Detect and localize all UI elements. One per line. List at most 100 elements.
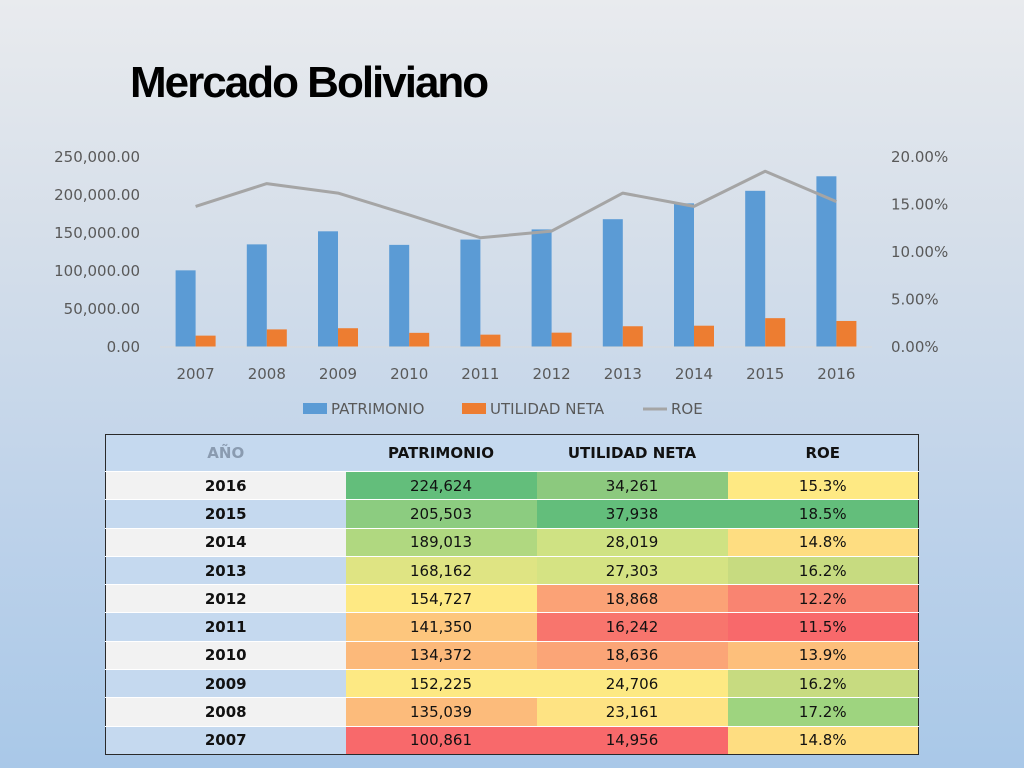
legend-swatch [462, 403, 486, 414]
data-table: AÑO PATRIMONIO UTILIDAD NETA ROE 2016 224… [105, 434, 919, 755]
cell-patrimonio: 135,039 [345, 697, 537, 727]
x-tick-label: 2011 [461, 365, 499, 383]
cell-year: 2011 [105, 612, 346, 642]
bar-utilidad-neta [622, 326, 643, 347]
table-row: 2010 134,372 18,636 13.9% [105, 640, 919, 670]
line-roe [195, 169, 837, 240]
y-right-tick-label: 0.00% [891, 338, 939, 356]
y-left-tick-label: 150,000.00 [54, 224, 140, 242]
x-tick-label: 2012 [533, 365, 571, 383]
bar-patrimonio [460, 239, 481, 347]
cell-year: 2008 [105, 697, 346, 727]
table-row: 2008 135,039 23,161 17.2% [105, 697, 919, 727]
cell-roe: 14.8% [727, 527, 919, 557]
y-left-tick-label: 0.00 [107, 338, 140, 356]
cell-utilidad: 16,242 [536, 612, 728, 642]
bar-utilidad-neta [694, 325, 714, 347]
cell-roe: 12.2% [727, 584, 919, 613]
cell-patrimonio: 134,372 [345, 640, 537, 670]
bar-utilidad-neta [836, 320, 857, 347]
cell-roe: 16.2% [727, 669, 919, 698]
y-left-tick-label: 250,000.00 [54, 148, 140, 166]
bar-patrimonio [175, 270, 196, 347]
bar-patrimonio [602, 219, 623, 347]
x-tick-label: 2009 [319, 365, 357, 383]
cell-utilidad: 27,303 [536, 555, 728, 585]
y-left-tick-label: 200,000.00 [54, 186, 140, 204]
y-left-tick-label: 50,000.00 [64, 300, 140, 318]
table-row: 2012 154,727 18,868 12.2% [105, 584, 919, 613]
bar-utilidad-neta [266, 329, 287, 347]
bar-utilidad-neta [195, 335, 216, 347]
cell-utilidad: 14,956 [536, 725, 728, 755]
x-tick-label: 2014 [675, 365, 713, 383]
bar-utilidad-neta [765, 318, 786, 347]
table-row: 2007 100,861 14,956 14.8% [105, 725, 919, 755]
col-header-year: AÑO [105, 434, 346, 472]
x-tick-label: 2008 [248, 365, 286, 383]
y-right-tick-label: 20.00% [891, 148, 948, 166]
cell-year: 2012 [105, 584, 346, 613]
cell-patrimonio: 224,624 [345, 470, 537, 500]
cell-patrimonio: 189,013 [345, 527, 537, 557]
table-row: 2013 168,162 27,303 16.2% [105, 555, 919, 585]
cell-patrimonio: 205,503 [345, 499, 537, 529]
x-tick-label: 2013 [604, 365, 642, 383]
bar-patrimonio [389, 244, 410, 347]
y-right-tick-label: 15.00% [891, 196, 948, 214]
legend-label: PATRIMONIO [331, 400, 424, 418]
cell-year: 2010 [105, 640, 346, 670]
cell-year: 2013 [105, 555, 346, 585]
cell-utilidad: 37,938 [536, 499, 728, 529]
col-header-roe: ROE [727, 434, 919, 472]
cell-patrimonio: 100,861 [345, 725, 537, 755]
cell-year: 2009 [105, 669, 346, 698]
page-title: Mercado Boliviano [130, 58, 489, 107]
cell-year: 2016 [105, 470, 346, 500]
table-row: 2016 224,624 34,261 15.3% [105, 470, 919, 500]
table-row: 2009 152,225 24,706 16.2% [105, 669, 919, 698]
cell-utilidad: 18,636 [536, 640, 728, 670]
cell-roe: 15.3% [727, 470, 919, 500]
cell-year: 2014 [105, 527, 346, 557]
x-tick-label: 2016 [817, 365, 855, 383]
cell-utilidad: 18,868 [536, 584, 728, 613]
cell-roe: 18.5% [727, 499, 919, 529]
cell-roe: 17.2% [727, 697, 919, 727]
x-tick-label: 2007 [177, 365, 215, 383]
bar-patrimonio [745, 190, 766, 347]
cell-utilidad: 28,019 [536, 527, 728, 557]
cell-patrimonio: 154,727 [345, 584, 537, 613]
cell-patrimonio: 141,350 [345, 612, 537, 642]
x-tick-label: 2010 [390, 365, 428, 383]
table-row: 2015 205,503 37,938 18.5% [105, 499, 919, 529]
cell-roe: 14.8% [727, 725, 919, 755]
combo-chart: 0.00 50,000.00 100,000.00 150,000.00 200,000… [54, 148, 948, 418]
cell-year: 2007 [105, 725, 346, 755]
legend-swatch [303, 403, 327, 414]
bar-patrimonio [816, 176, 837, 347]
cell-patrimonio: 152,225 [345, 669, 537, 698]
col-header-utilidad: UTILIDAD NETA [536, 434, 728, 472]
bar-utilidad-neta [338, 328, 358, 347]
bar-utilidad-neta [551, 332, 572, 347]
bar-patrimonio [531, 229, 552, 347]
bar-patrimonio [246, 244, 267, 347]
bar-patrimonio [674, 203, 694, 347]
y-right-tick-label: 10.00% [891, 243, 948, 261]
bar-utilidad-neta [409, 332, 430, 347]
cell-utilidad: 23,161 [536, 697, 728, 727]
table-row: 2014 189,013 28,019 14.8% [105, 527, 919, 557]
table-header-row: AÑO PATRIMONIO UTILIDAD NETA ROE [105, 434, 919, 472]
y-left-tick-label: 100,000.00 [54, 262, 140, 280]
bar-utilidad-neta [480, 334, 501, 347]
legend-label: UTILIDAD NETA [490, 400, 605, 418]
cell-utilidad: 24,706 [536, 669, 728, 698]
table-row: 2011 141,350 16,242 11.5% [105, 612, 919, 642]
x-tick-label: 2015 [746, 365, 784, 383]
legend-label: ROE [671, 400, 703, 418]
cell-patrimonio: 168,162 [345, 555, 537, 585]
cell-year: 2015 [105, 499, 346, 529]
cell-roe: 11.5% [727, 612, 919, 642]
bar-patrimonio [318, 231, 338, 347]
